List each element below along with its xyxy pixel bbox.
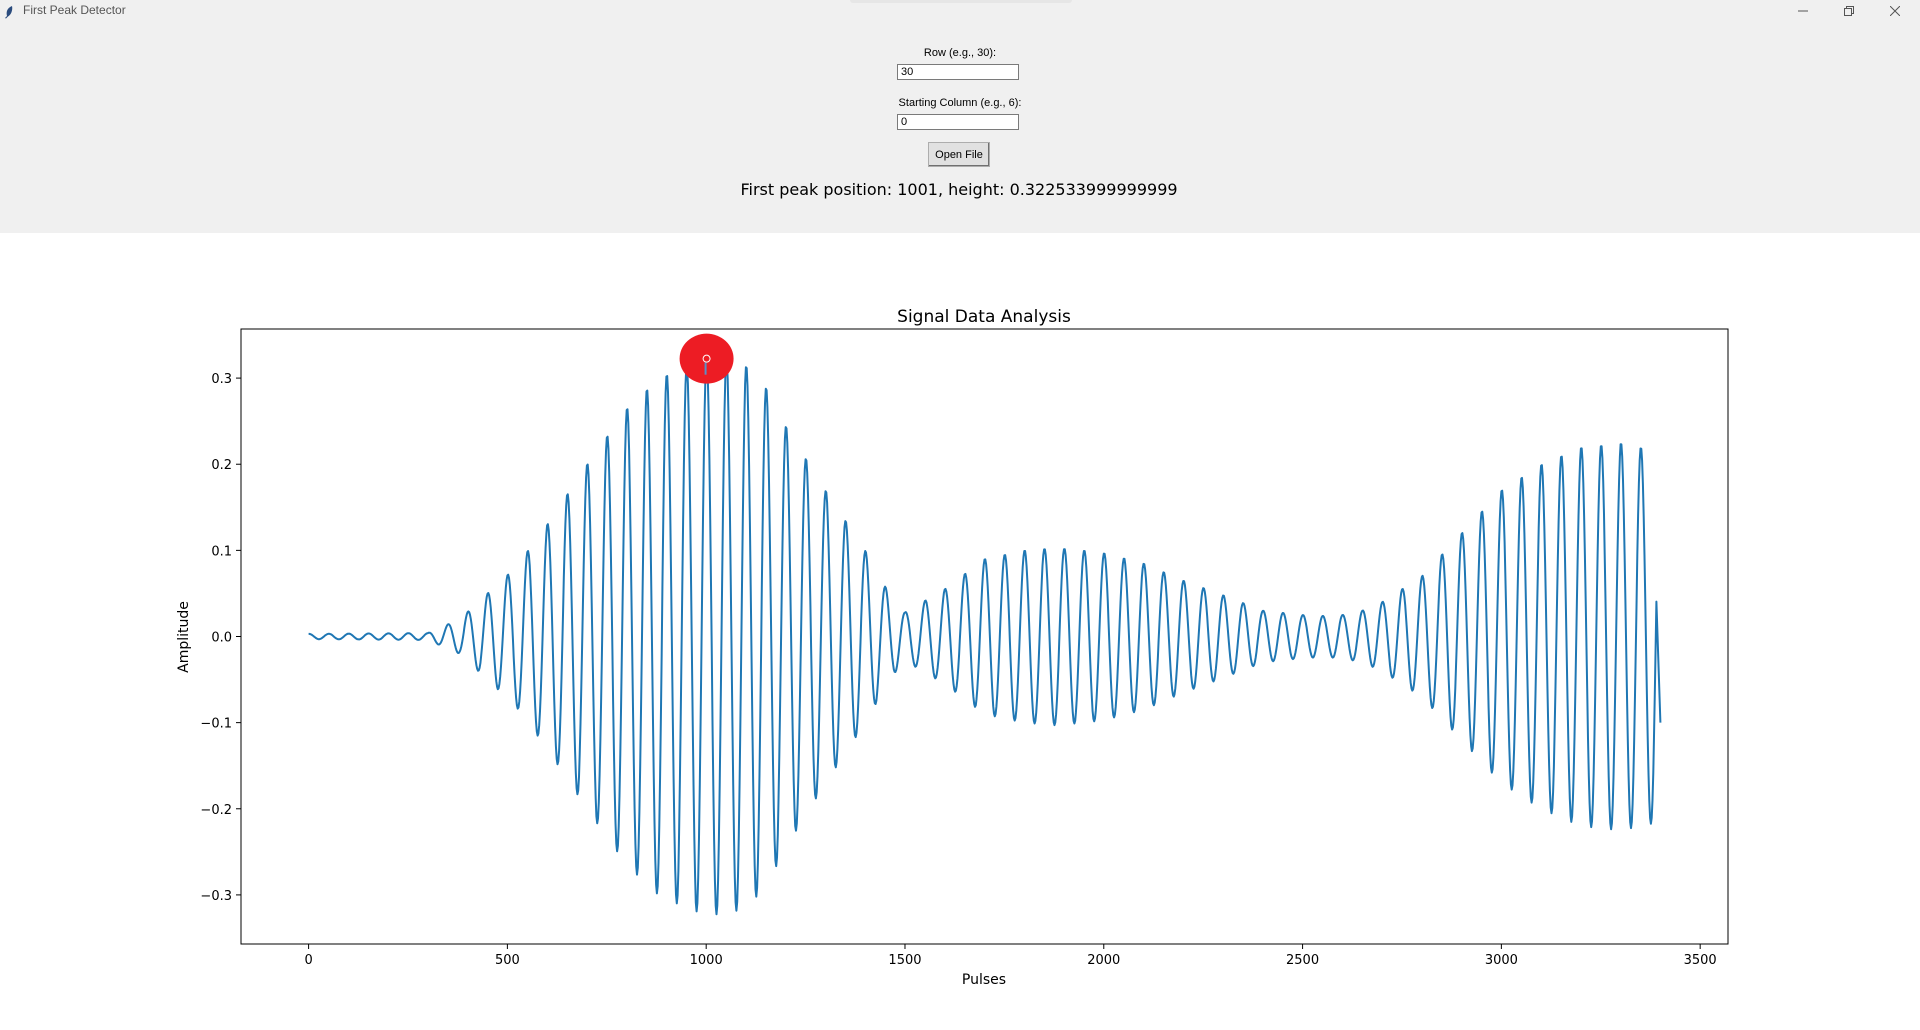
control-panel: Row (e.g., 30): Starting Column (e.g., 6… [0, 22, 1920, 233]
window-title: First Peak Detector [23, 3, 126, 17]
signal-line [308, 359, 1662, 916]
feather-icon [4, 4, 14, 19]
y-tick-label: −0.2 [200, 803, 232, 818]
x-tick-label: 1500 [888, 953, 921, 968]
x-axis-label: Pulses [962, 972, 1006, 988]
x-tick-label: 500 [495, 953, 520, 968]
peak-marker-center [702, 354, 711, 363]
x-axis: 0 500 1000 1500 2000 2500 3000 3500 [304, 944, 1717, 968]
x-tick-label: 3000 [1485, 953, 1518, 968]
starting-column-input[interactable] [897, 114, 1019, 130]
y-tick-label: 0.0 [211, 631, 232, 646]
peak-marker [679, 333, 734, 384]
signal-chart: Signal Data Analysis 0 500 1000 1500 2000 250… [176, 307, 1729, 988]
x-tick-label: 1000 [690, 953, 723, 968]
y-axis: −0.3 −0.2 −0.1 0.0 0.1 0.2 0.3 [200, 372, 241, 904]
restore-icon[interactable] [1826, 0, 1872, 22]
y-tick-label: 0.2 [211, 458, 232, 473]
y-axis-label: Amplitude [176, 601, 192, 673]
first-peak-result: First peak position: 1001, height: 0.322… [740, 180, 1178, 199]
y-tick-label: −0.1 [200, 717, 232, 732]
x-tick-label: 3500 [1684, 953, 1717, 968]
starting-column-label: Starting Column (e.g., 6): [898, 97, 1022, 109]
plot-area [240, 328, 1729, 945]
x-tick-label: 2000 [1087, 953, 1120, 968]
y-tick-label: −0.3 [200, 889, 232, 904]
row-label: Row (e.g., 30): [923, 47, 997, 59]
close-icon[interactable] [1872, 0, 1918, 22]
y-tick-label: 0.1 [211, 544, 232, 559]
row-input[interactable] [897, 64, 1019, 80]
title-bar-grip [850, 0, 1072, 3]
x-tick-label: 2500 [1286, 953, 1319, 968]
x-tick-label: 0 [304, 953, 312, 968]
y-tick-label: 0.3 [211, 372, 232, 387]
open-file-button[interactable]: Open File [928, 142, 990, 167]
chart-title: Signal Data Analysis [897, 307, 1071, 327]
title-bar: First Peak Detector [0, 0, 1920, 22]
minimize-icon[interactable] [1780, 0, 1826, 22]
